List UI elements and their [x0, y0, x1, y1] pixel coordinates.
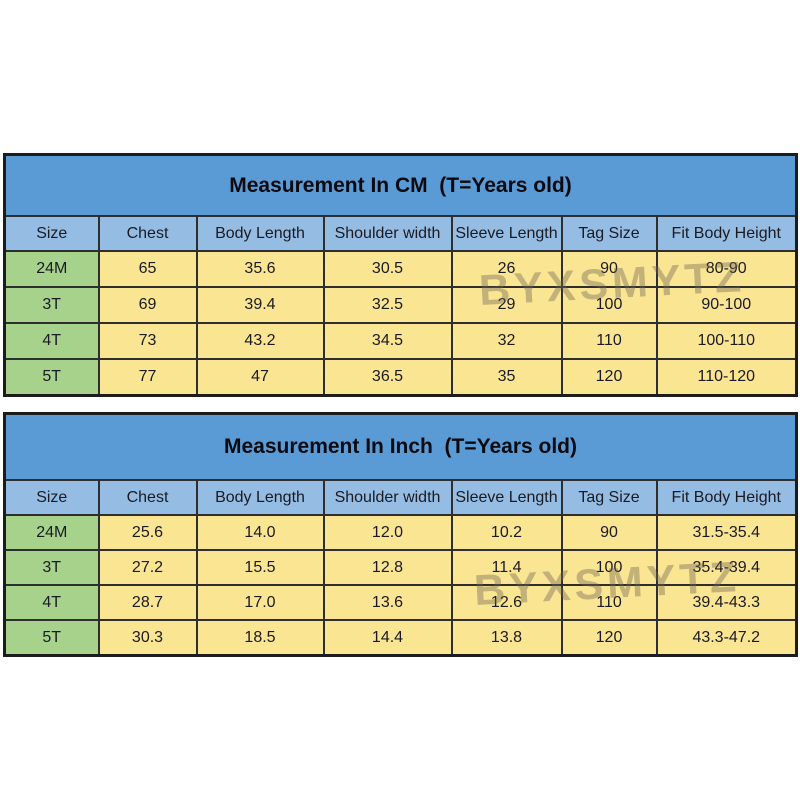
data-cell: 31.5-35.4	[655, 514, 798, 551]
table-title-row: Measurement In Inch (T=Years old)	[3, 412, 798, 481]
data-cell: 47	[195, 358, 325, 397]
table-title: Measurement In Inch (T=Years old)	[3, 412, 798, 481]
data-cell: 69	[97, 286, 198, 324]
data-cell: 17.0	[195, 584, 325, 621]
data-cell: 73	[97, 322, 198, 360]
data-cell: 25.6	[97, 514, 198, 551]
data-cell: 77	[97, 358, 198, 397]
header-cell: Fit Body Height	[655, 479, 798, 516]
header-cell: Tag Size	[560, 479, 658, 516]
data-cell: 32	[450, 322, 563, 360]
size-cell: 24M	[3, 514, 100, 551]
data-cell: 32.5	[322, 286, 453, 324]
data-cell: 43.3-47.2	[655, 619, 798, 657]
data-cell: 110-120	[655, 358, 798, 397]
table-row: 5T 30.3 18.5 14.4 13.8 120 43.3-47.2	[3, 619, 798, 657]
column-header-row: Size Chest Body Length Shoulder width Sleeve…	[3, 479, 798, 516]
data-cell: 120	[560, 358, 658, 397]
measurement-inch-table: Measurement In Inch (T=Years old) Size Che…	[3, 412, 798, 657]
header-cell: Chest	[97, 479, 198, 516]
table-row: 24M 25.6 14.0 12.0 10.2 90 31.5-35.4	[3, 514, 798, 551]
data-cell: 12.0	[322, 514, 453, 551]
header-cell: Size	[3, 215, 100, 252]
data-cell: 14.0	[195, 514, 325, 551]
size-cell: 4T	[3, 322, 100, 360]
data-cell: 35.6	[195, 250, 325, 288]
table-title: Measurement In CM (T=Years old)	[3, 153, 798, 217]
data-cell: 26	[450, 250, 563, 288]
data-cell: 110	[560, 584, 658, 621]
size-cell: 5T	[3, 619, 100, 657]
data-cell: 100	[560, 549, 658, 586]
column-header-row: Size Chest Body Length Shoulder width Sleeve…	[3, 215, 798, 252]
header-cell: Chest	[97, 215, 198, 252]
data-cell: 100	[560, 286, 658, 324]
table-title-row: Measurement In CM (T=Years old)	[3, 153, 798, 217]
data-cell: 27.2	[97, 549, 198, 586]
data-cell: 15.5	[195, 549, 325, 586]
header-cell: Tag Size	[560, 215, 658, 252]
data-cell: 12.6	[450, 584, 563, 621]
data-cell: 39.4	[195, 286, 325, 324]
data-cell: 12.8	[322, 549, 453, 586]
data-cell: 10.2	[450, 514, 563, 551]
size-cell: 3T	[3, 286, 100, 324]
data-cell: 30.3	[97, 619, 198, 657]
data-cell: 35.4-39.4	[655, 549, 798, 586]
header-cell: Sleeve Length	[450, 215, 563, 252]
data-cell: 90	[560, 514, 658, 551]
data-cell: 43.2	[195, 322, 325, 360]
data-cell: 28.7	[97, 584, 198, 621]
data-cell: 13.8	[450, 619, 563, 657]
data-cell: 14.4	[322, 619, 453, 657]
header-cell: Body Length	[195, 479, 325, 516]
data-cell: 65	[97, 250, 198, 288]
data-cell: 90-100	[655, 286, 798, 324]
header-cell: Shoulder width	[322, 479, 453, 516]
measurement-cm-table: Measurement In CM (T=Years old) Size Chest…	[3, 153, 798, 397]
data-cell: 80-90	[655, 250, 798, 288]
table-row: 24M 65 35.6 30.5 26 90 80-90	[3, 250, 798, 288]
data-cell: 110	[560, 322, 658, 360]
table-row: 3T 69 39.4 32.5 29 100 90-100	[3, 286, 798, 324]
header-cell: Sleeve Length	[450, 479, 563, 516]
data-cell: 34.5	[322, 322, 453, 360]
data-cell: 100-110	[655, 322, 798, 360]
header-cell: Size	[3, 479, 100, 516]
table-row: 5T 77 47 36.5 35 120 110-120	[3, 358, 798, 397]
data-cell: 18.5	[195, 619, 325, 657]
size-cell: 5T	[3, 358, 100, 397]
data-cell: 90	[560, 250, 658, 288]
header-cell: Fit Body Height	[655, 215, 798, 252]
data-cell: 36.5	[322, 358, 453, 397]
header-cell: Shoulder width	[322, 215, 453, 252]
header-cell: Body Length	[195, 215, 325, 252]
data-cell: 35	[450, 358, 563, 397]
data-cell: 120	[560, 619, 658, 657]
data-cell: 11.4	[450, 549, 563, 586]
size-cell: 24M	[3, 250, 100, 288]
table-row: 3T 27.2 15.5 12.8 11.4 100 35.4-39.4	[3, 549, 798, 586]
data-cell: 13.6	[322, 584, 453, 621]
size-cell: 3T	[3, 549, 100, 586]
data-cell: 39.4-43.3	[655, 584, 798, 621]
size-cell: 4T	[3, 584, 100, 621]
table-row: 4T 28.7 17.0 13.6 12.6 110 39.4-43.3	[3, 584, 798, 621]
data-cell: 30.5	[322, 250, 453, 288]
table-row: 4T 73 43.2 34.5 32 110 100-110	[3, 322, 798, 360]
data-cell: 29	[450, 286, 563, 324]
